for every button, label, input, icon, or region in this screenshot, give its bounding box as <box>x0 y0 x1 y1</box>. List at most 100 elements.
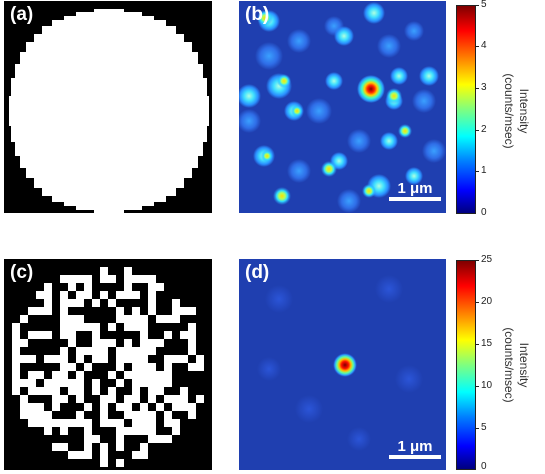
mask-pixel <box>148 435 156 443</box>
panel-b-scale-bar: 1 μm <box>389 173 441 203</box>
colorbar-bottom-tickmark <box>476 344 479 345</box>
mask-pixel <box>92 387 100 395</box>
mask-pixel <box>132 347 140 355</box>
panel-d-scale-bar-label: 1 μm <box>397 438 433 455</box>
mask-pixel <box>164 363 172 371</box>
mask-pixel <box>156 379 164 387</box>
panel-a-circular-mask: (a) <box>4 1 212 213</box>
mask-pixel <box>100 347 108 355</box>
mask-pixel <box>140 315 148 323</box>
mask-pixel <box>132 379 140 387</box>
mask-pixel <box>116 403 124 411</box>
mask-pixel <box>100 267 108 275</box>
mask-pixel <box>108 419 116 427</box>
mask-pixel <box>84 443 92 451</box>
mask-pixel <box>68 387 76 395</box>
mask-pixel <box>108 299 116 307</box>
mask-pixel <box>148 283 156 291</box>
mask-pixel <box>116 315 124 323</box>
panel-d-label: (d) <box>245 262 270 283</box>
mask-pixel <box>68 331 76 339</box>
random-binary-mask-image <box>12 267 204 467</box>
mask-pixel <box>172 355 180 363</box>
mask-pixel <box>44 283 52 291</box>
mask-pixel <box>164 435 172 443</box>
mask-pixel <box>76 379 84 387</box>
mask-pixel <box>68 323 76 331</box>
mask-pixel <box>124 427 132 435</box>
mask-pixel <box>76 387 84 395</box>
mask-pixel <box>76 315 84 323</box>
mask-pixel <box>68 451 76 459</box>
mask-pixel <box>140 371 148 379</box>
mask-pixel <box>60 443 68 451</box>
mask-pixel <box>100 339 108 347</box>
mask-pixel <box>116 347 124 355</box>
mask-pixel <box>84 427 92 435</box>
mask-pixel <box>132 363 140 371</box>
mask-pixel <box>28 419 36 427</box>
mask-pixel <box>132 323 140 331</box>
mask-pixel <box>164 411 172 419</box>
colorbar-top-tickmark <box>476 130 479 131</box>
colorbar-bottom-tickmark <box>476 386 479 387</box>
mask-pixel <box>44 411 52 419</box>
mask-pixel <box>188 323 196 331</box>
mask-pixel <box>132 451 140 459</box>
mask-pixel <box>172 419 180 427</box>
mask-pixel <box>148 299 156 307</box>
mask-pixel <box>132 387 140 395</box>
mask-pixel <box>60 331 68 339</box>
mask-pixel <box>100 275 108 283</box>
mask-pixel <box>60 379 68 387</box>
speckle-spots <box>239 2 446 213</box>
mask-pixel <box>132 371 140 379</box>
mask-pixel <box>188 363 196 371</box>
mask-pixel <box>28 331 36 339</box>
colorbar-top-title-line2: (counts/msec) <box>502 73 516 149</box>
mask-pixel <box>140 379 148 387</box>
mask-pixel <box>164 331 172 339</box>
mask-pixel <box>28 411 36 419</box>
mask-pixel <box>196 355 204 363</box>
mask-pixel <box>68 275 76 283</box>
mask-pixel <box>44 299 52 307</box>
mask-pixel <box>84 283 92 291</box>
mask-pixel <box>44 427 52 435</box>
mask-pixel <box>92 339 100 347</box>
mask-pixel <box>108 275 116 283</box>
mask-pixel <box>76 395 84 403</box>
colorbar-top-title-line1: Intensity <box>517 88 531 134</box>
mask-pixel <box>68 363 76 371</box>
mask-pixel <box>60 275 68 283</box>
panel-d-scale-bar-line <box>389 455 441 459</box>
mask-pixel <box>188 403 196 411</box>
mask-pixel <box>76 299 84 307</box>
mask-pixel <box>76 419 84 427</box>
mask-pixel <box>148 275 156 283</box>
mask-pixel <box>84 403 92 411</box>
mask-pixel <box>44 419 52 427</box>
mask-pixel <box>52 443 60 451</box>
mask-pixel <box>124 291 132 299</box>
mask-pixel <box>100 459 108 467</box>
mask-pixel <box>140 403 148 411</box>
mask-pixel <box>12 371 20 379</box>
mask-pixel <box>52 403 60 411</box>
mask-pixel <box>60 419 68 427</box>
mask-pixel <box>100 411 108 419</box>
mask-pixel <box>148 371 156 379</box>
mask-pixel <box>180 355 188 363</box>
colorbar-top-tick: 4 <box>481 40 487 51</box>
mask-pixel <box>116 435 124 443</box>
mask-pixel <box>108 387 116 395</box>
mask-pixel <box>36 403 44 411</box>
mask-pixel <box>140 275 148 283</box>
mask-pixel <box>172 403 180 411</box>
mask-pixel <box>140 347 148 355</box>
mask-pixel <box>156 403 164 411</box>
focus-background-speckle <box>257 275 423 451</box>
mask-pixel <box>132 419 140 427</box>
mask-pixel <box>36 331 44 339</box>
mask-pixel <box>108 339 116 347</box>
